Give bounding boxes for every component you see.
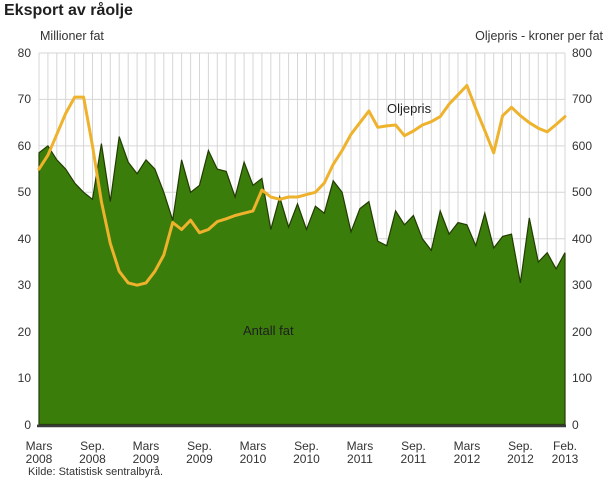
right-axis-tick-label: 600 (572, 138, 593, 153)
x-axis-tick-label: Mars 2011 (346, 439, 374, 466)
left-axis-tick-label: 70 (17, 92, 31, 107)
left-axis-tick-label: 30 (17, 278, 31, 293)
right-axis-tick-label: 100 (572, 371, 593, 386)
left-axis-tick-label: 10 (17, 371, 31, 386)
x-axis-tick-label: Mars 2008 (25, 439, 53, 466)
right-axis-tick-label: 300 (572, 278, 593, 293)
left-axis-tick-label: 0 (24, 417, 31, 432)
x-axis-tick-label: Sep. 2009 (186, 439, 213, 466)
left-axis-tick-label: 20 (17, 324, 31, 339)
left-axis-tick-label: 80 (17, 46, 31, 60)
page-title: Eksport av råolje (4, 2, 133, 19)
x-axis-tick-label: Sep. 2010 (293, 439, 320, 466)
right-axis-tick-label: 800 (572, 46, 593, 60)
series-label-antall-fat: Antall fat (243, 323, 294, 338)
x-axis-tick-label: Sep. 2008 (79, 439, 106, 466)
right-axis-tick-label: 0 (572, 417, 579, 432)
right-axis-tick-label: 400 (572, 231, 593, 246)
x-axis-tick-label: Mars 2010 (239, 439, 267, 466)
left-axis-tick-label: 40 (17, 231, 31, 246)
area-series-antall-fat (38, 136, 566, 426)
line-series-oljepris (37, 84, 567, 287)
source-note: Kilde: Statistisk sentralbyrå. (28, 466, 164, 478)
left-axis-title: Millioner fat (40, 29, 104, 43)
right-axis-tick-label: 200 (572, 324, 593, 339)
right-axis-tick-label: 500 (572, 185, 593, 200)
x-axis-tick-label: Mars 2012 (453, 439, 481, 466)
series-label-oljepris: Oljepris (387, 101, 432, 116)
left-axis-tick-label: 50 (17, 185, 31, 200)
x-axis-tick-label: Sep. 2012 (507, 439, 534, 466)
x-axis-tick-label: Mars 2009 (132, 439, 160, 466)
right-axis-title: Oljepris - kroner per fat (475, 29, 603, 43)
left-axis-tick-label: 60 (17, 138, 31, 153)
x-axis-tick-label: Feb. 2013 (551, 439, 579, 466)
x-axis-tick-label: Sep. 2011 (400, 439, 427, 466)
right-axis-tick-label: 700 (572, 92, 593, 107)
